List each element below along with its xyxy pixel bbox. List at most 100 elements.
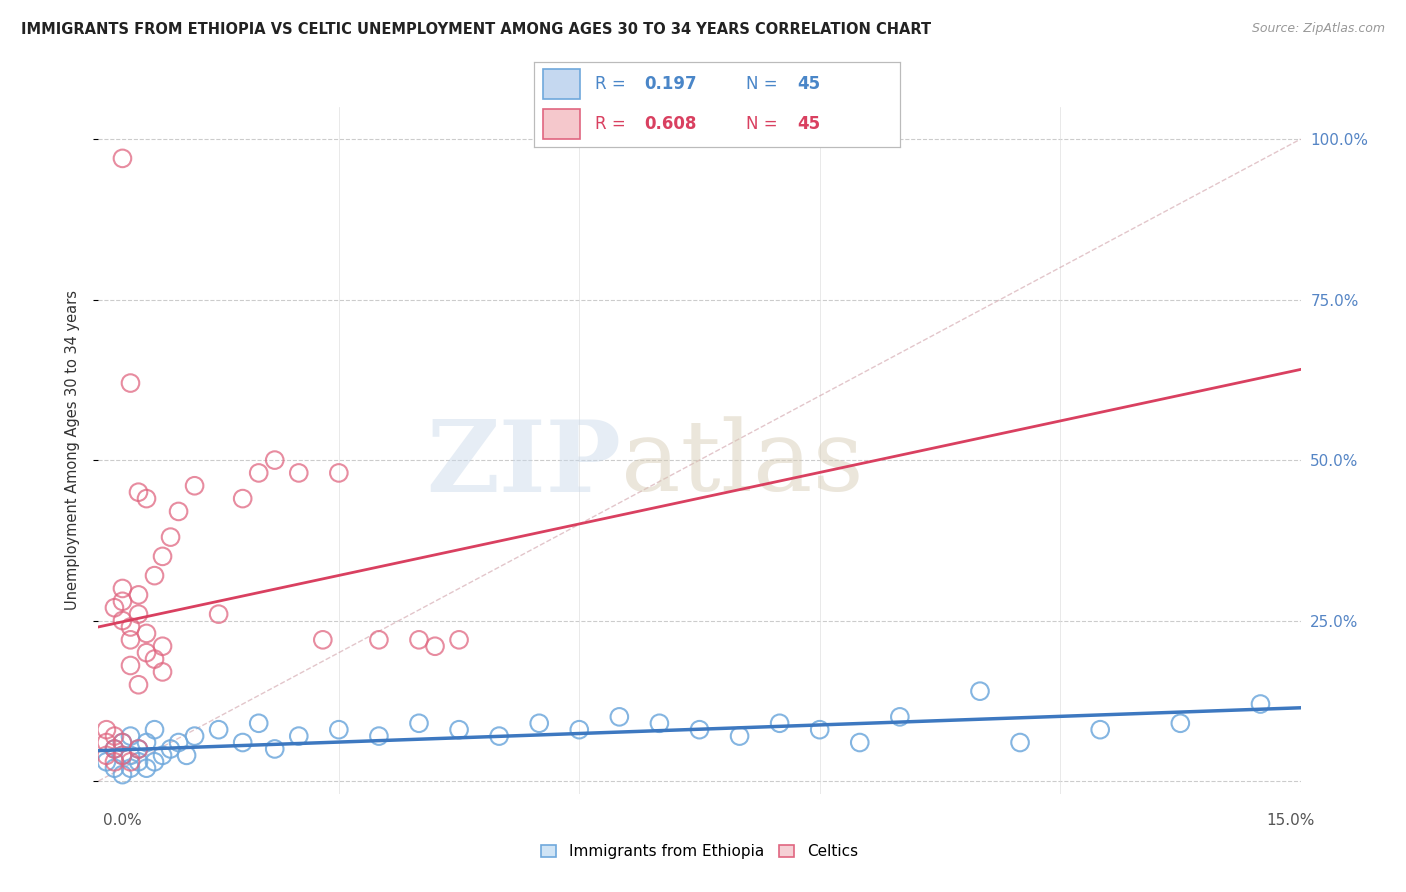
Legend: Immigrants from Ethiopia, Celtics: Immigrants from Ethiopia, Celtics bbox=[536, 838, 863, 865]
Point bbox=[103, 755, 125, 769]
Point bbox=[120, 748, 142, 763]
Point bbox=[247, 716, 270, 731]
Text: 45: 45 bbox=[797, 115, 821, 133]
Point bbox=[1010, 735, 1032, 749]
Point bbox=[128, 755, 150, 769]
Point bbox=[368, 729, 391, 743]
Point bbox=[103, 761, 125, 775]
Point bbox=[143, 723, 166, 737]
Point bbox=[368, 632, 391, 647]
Point bbox=[529, 716, 551, 731]
Point bbox=[143, 755, 166, 769]
Text: 45: 45 bbox=[797, 75, 821, 93]
Point bbox=[1170, 716, 1192, 731]
Point bbox=[135, 626, 157, 640]
Point bbox=[183, 479, 205, 493]
Point bbox=[728, 729, 751, 743]
Point bbox=[247, 466, 270, 480]
Point bbox=[232, 491, 254, 506]
Point bbox=[111, 735, 134, 749]
Text: 0.197: 0.197 bbox=[644, 75, 696, 93]
Point bbox=[889, 710, 911, 724]
Point bbox=[183, 729, 205, 743]
Point bbox=[111, 582, 134, 596]
Point bbox=[120, 729, 142, 743]
Point bbox=[128, 588, 150, 602]
Point bbox=[111, 152, 134, 166]
Text: R =: R = bbox=[595, 115, 631, 133]
Point bbox=[167, 735, 190, 749]
Point bbox=[328, 466, 350, 480]
Point bbox=[408, 632, 430, 647]
Point bbox=[152, 639, 174, 653]
Point bbox=[135, 735, 157, 749]
Point bbox=[143, 652, 166, 666]
Point bbox=[120, 761, 142, 775]
Point bbox=[232, 735, 254, 749]
Point bbox=[128, 742, 150, 756]
Point bbox=[208, 607, 231, 622]
Point bbox=[167, 504, 190, 518]
Point bbox=[120, 376, 142, 390]
Point bbox=[135, 761, 157, 775]
Point bbox=[263, 742, 285, 756]
Text: ZIP: ZIP bbox=[426, 416, 621, 513]
Point bbox=[648, 716, 671, 731]
Point bbox=[1250, 697, 1272, 711]
Point bbox=[128, 607, 150, 622]
Text: Source: ZipAtlas.com: Source: ZipAtlas.com bbox=[1251, 22, 1385, 36]
Text: N =: N = bbox=[747, 75, 783, 93]
Point bbox=[312, 632, 335, 647]
Point bbox=[159, 742, 181, 756]
Point bbox=[488, 729, 510, 743]
Point bbox=[96, 735, 118, 749]
Point bbox=[103, 742, 125, 756]
Point bbox=[135, 491, 157, 506]
Point bbox=[689, 723, 711, 737]
Point bbox=[447, 723, 470, 737]
Text: 0.608: 0.608 bbox=[644, 115, 696, 133]
Point bbox=[128, 742, 150, 756]
Point bbox=[408, 716, 430, 731]
Point bbox=[288, 729, 311, 743]
Text: 15.0%: 15.0% bbox=[1267, 814, 1315, 828]
Point bbox=[96, 723, 118, 737]
Point bbox=[96, 755, 118, 769]
Point bbox=[1088, 723, 1111, 737]
Point bbox=[769, 716, 792, 731]
Point bbox=[152, 665, 174, 679]
Text: 0.0%: 0.0% bbox=[103, 814, 142, 828]
Text: atlas: atlas bbox=[621, 417, 865, 512]
Point bbox=[159, 530, 181, 544]
Point bbox=[120, 658, 142, 673]
Point bbox=[849, 735, 872, 749]
FancyBboxPatch shape bbox=[543, 109, 581, 139]
Point bbox=[152, 549, 174, 564]
Point bbox=[208, 723, 231, 737]
Point bbox=[176, 748, 198, 763]
Point bbox=[111, 748, 134, 763]
Point bbox=[103, 742, 125, 756]
Point bbox=[568, 723, 591, 737]
Point bbox=[128, 485, 150, 500]
Point bbox=[103, 600, 125, 615]
Point bbox=[111, 748, 134, 763]
Point bbox=[328, 723, 350, 737]
FancyBboxPatch shape bbox=[543, 70, 581, 99]
Point bbox=[135, 646, 157, 660]
Point bbox=[96, 748, 118, 763]
Point bbox=[111, 614, 134, 628]
Point bbox=[263, 453, 285, 467]
Point bbox=[111, 735, 134, 749]
Point bbox=[143, 568, 166, 582]
Point bbox=[111, 594, 134, 608]
Point bbox=[969, 684, 991, 698]
Point bbox=[808, 723, 831, 737]
Point bbox=[447, 632, 470, 647]
Point bbox=[103, 729, 125, 743]
Point bbox=[120, 620, 142, 634]
Point bbox=[128, 678, 150, 692]
Text: IMMIGRANTS FROM ETHIOPIA VS CELTIC UNEMPLOYMENT AMONG AGES 30 TO 34 YEARS CORREL: IMMIGRANTS FROM ETHIOPIA VS CELTIC UNEMP… bbox=[21, 22, 931, 37]
Point bbox=[111, 767, 134, 781]
Y-axis label: Unemployment Among Ages 30 to 34 years: Unemployment Among Ages 30 to 34 years bbox=[65, 291, 80, 610]
